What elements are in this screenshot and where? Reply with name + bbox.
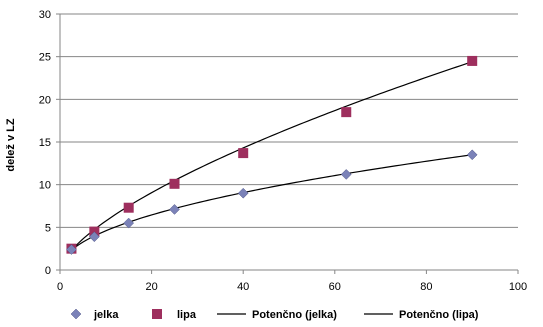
point-jelka — [340, 169, 352, 180]
point-jelka — [466, 149, 478, 161]
y-tick-label: 15 — [39, 137, 51, 149]
grid — [60, 13, 518, 228]
point-jelka — [66, 244, 77, 255]
y-tick-label: 30 — [39, 9, 51, 21]
y-tick-label: 5 — [45, 222, 51, 234]
y-tick-label: 10 — [39, 180, 51, 192]
trendline-jelka — [71, 154, 473, 251]
x-tick-label: 80 — [420, 281, 432, 293]
trendline-lipa — [71, 61, 473, 251]
y-tick-label: 0 — [45, 265, 51, 277]
x-tick-label: 0 — [57, 281, 63, 293]
point-jelka — [123, 217, 135, 229]
y-tick-label: 25 — [39, 52, 51, 64]
point-jelka — [169, 204, 180, 215]
x-tick-label: 60 — [329, 281, 341, 293]
legend-label: jelka — [93, 309, 119, 321]
point-lipa — [467, 55, 478, 66]
trendlines — [71, 61, 473, 251]
y-tick-labels: 0 5 10 15 20 25 30 — [39, 9, 51, 277]
point-lipa — [169, 178, 180, 189]
legend-marker-jelka — [70, 308, 82, 320]
axes — [56, 13, 519, 274]
point-lipa — [238, 148, 249, 159]
x-tick-labels: 0 20 40 60 80 100 — [57, 281, 527, 293]
point-lipa — [123, 202, 134, 213]
x-tick-label: 20 — [145, 281, 157, 293]
x-tick-label: 40 — [237, 281, 249, 293]
y-axis-label: delež v LZ — [5, 118, 17, 171]
legend-label: Potenčno (jelka) — [252, 309, 337, 321]
point-lipa — [341, 107, 352, 118]
point-jelka — [237, 187, 249, 199]
x-tick-label: 100 — [509, 281, 527, 293]
y-tick-label: 20 — [39, 94, 51, 106]
legend-label: Potenčno (lipa) — [399, 309, 479, 321]
data-points — [66, 55, 478, 255]
point-jelka — [88, 231, 100, 243]
legend-marker-lipa — [152, 309, 162, 319]
legend: jelka lipa Potenčno (jelka) Potenčno (lipa) — [70, 308, 479, 321]
legend-label: lipa — [177, 309, 197, 321]
